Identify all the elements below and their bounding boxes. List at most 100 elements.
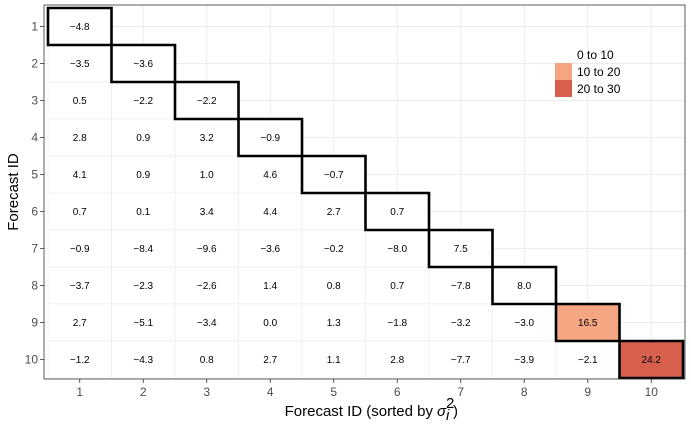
cell-label-r8-c2: −2.3 — [133, 281, 153, 292]
cell-label-r10-c7: −7.7 — [451, 355, 471, 366]
cell-label-r7-c2: −8.4 — [133, 244, 153, 255]
cell-label-r9-c9: 16.5 — [578, 318, 598, 329]
y-tick-label: 3 — [31, 94, 38, 108]
cell-label-r10-c9: −2.1 — [578, 355, 598, 366]
cell-label-r9-c5: 1.3 — [327, 318, 341, 329]
cell-label-r5-c4: 4.6 — [263, 170, 277, 181]
heatmap-cell-r10-c5 — [301, 340, 366, 379]
y-axis-title: Forecast ID — [5, 153, 22, 231]
cell-label-r10-c8: −3.9 — [514, 355, 534, 366]
y-tick-label: 4 — [31, 131, 38, 145]
heatmap-cell-r8-c6 — [365, 266, 430, 305]
y-tick-label: 2 — [31, 57, 38, 71]
cell-label-r9-c3: −3.4 — [197, 318, 217, 329]
cell-label-r3-c2: −2.2 — [133, 96, 153, 107]
heatmap-cell-r9-c4 — [238, 303, 303, 342]
heatmap-cell-r8-c4 — [238, 266, 303, 305]
cell-label-r10-c6: 2.8 — [390, 355, 404, 366]
cell-label-r10-c5: 1.1 — [327, 355, 341, 366]
heatmap-cell-r4-c2 — [111, 118, 176, 157]
cell-label-r6-c4: 4.4 — [263, 207, 277, 218]
cell-label-r7-c4: −3.6 — [260, 244, 280, 255]
diagonal-outline — [46, 6, 685, 380]
heatmap-cell-r5-c1 — [47, 155, 112, 194]
heatmap-cell-r6-c4 — [238, 192, 303, 231]
heatmap-cell-r6-c1 — [47, 192, 112, 231]
cell-label-r8-c6: 0.7 — [390, 281, 404, 292]
heatmap-cell-r5-c2 — [111, 155, 176, 194]
cell-label-r2-c2: −3.6 — [133, 59, 153, 70]
cell-label-r6-c3: 3.4 — [200, 207, 214, 218]
cell-label-r10-c1: −1.2 — [70, 355, 90, 366]
legend-label: 0 to 10 — [577, 48, 614, 62]
x-axis-title-subscript: i — [446, 407, 450, 424]
cell-label-r7-c7: 7.5 — [454, 244, 468, 255]
cell-label-r9-c6: −1.8 — [387, 318, 407, 329]
cell-label-r5-c3: 1.0 — [200, 170, 214, 181]
heatmap-cell-r10-c8 — [492, 340, 557, 379]
cell-label-r6-c1: 0.7 — [73, 207, 87, 218]
heatmap-cell-r9-c2 — [111, 303, 176, 342]
y-axis-ticks: 1 2 3 4 5 6 7 8 9 10 — [25, 20, 44, 367]
legend-key — [555, 46, 572, 63]
cell-label-r8-c1: −3.7 — [70, 281, 90, 292]
heatmap-cell-r8-c3 — [174, 266, 239, 305]
cell-label-r4-c2: 0.9 — [136, 133, 150, 144]
heatmap-cell-r10-c9 — [555, 340, 620, 379]
cell-label-r8-c8: 8.0 — [517, 281, 531, 292]
cell-label-r9-c2: −5.1 — [133, 318, 153, 329]
heatmap-cell-r3-c1 — [47, 81, 112, 120]
cell-label-r3-c3: −2.2 — [197, 96, 217, 107]
y-tick-label: 5 — [31, 168, 38, 182]
heatmap-cell-r10-c4 — [238, 340, 303, 379]
x-tick-label: 5 — [330, 385, 337, 399]
heatmap-cell-r4-c1 — [47, 118, 112, 157]
x-axis-title: Forecast ID (sorted by — [285, 403, 434, 420]
legend-label: 20 to 30 — [577, 82, 621, 96]
cell-label-r6-c6: 0.7 — [390, 207, 404, 218]
legend-label: 10 to 20 — [577, 65, 621, 79]
heatmap-cell-r7-c7 — [428, 229, 493, 268]
cell-label-r10-c2: −4.3 — [133, 355, 153, 366]
cell-label-r2-c1: −3.5 — [70, 59, 90, 70]
heatmap-cell-r2-c1 — [47, 44, 112, 83]
x-tick-label: 4 — [267, 385, 274, 399]
panel-border — [43, 4, 686, 380]
cell-label-r7-c6: −8.0 — [387, 244, 407, 255]
cell-label-r8-c3: −2.6 — [197, 281, 217, 292]
heatmap-cell-r10-c2 — [111, 340, 176, 379]
x-axis-ticks: 1 2 3 4 5 6 7 8 9 10 — [76, 379, 658, 399]
cell-label-r7-c3: −9.6 — [197, 244, 217, 255]
y-tick-label: 7 — [31, 242, 38, 256]
cell-label-r8-c4: 1.4 — [263, 281, 277, 292]
heatmap-cells: −4.8 −3.5 −3.6 0.5 −2.2 −2.2 2.8 0.9 3.2 −0.9 4.1 0… — [47, 7, 684, 379]
x-tick-label: 6 — [394, 385, 401, 399]
heatmap-cell-r6-c2 — [111, 192, 176, 231]
heatmap-cell-r9-c7 — [428, 303, 493, 342]
x-axis-title-symbol: σ — [437, 403, 447, 420]
cell-label-r8-c5: 0.8 — [327, 281, 341, 292]
heatmap-cell-r10-c10 — [619, 340, 684, 379]
y-tick-label: 6 — [31, 205, 38, 219]
y-tick-label: 1 — [31, 20, 38, 34]
cell-label-r5-c2: 0.9 — [136, 170, 150, 181]
heatmap-cell-r5-c3 — [174, 155, 239, 194]
x-tick-label: 8 — [521, 385, 528, 399]
cell-label-r4-c3: 3.2 — [200, 133, 214, 144]
x-axis-title-superscript: 2 — [446, 395, 454, 412]
cell-label-r6-c5: 2.7 — [327, 207, 341, 218]
cell-label-r4-c1: 2.8 — [73, 133, 87, 144]
cell-label-r10-c3: 0.8 — [200, 355, 214, 366]
diagonal-staircase — [46, 6, 685, 380]
y-tick-label: 9 — [31, 316, 38, 330]
legend-key — [555, 63, 572, 80]
x-tick-label: 10 — [645, 385, 659, 399]
cell-label-r9-c4: 0.0 — [263, 318, 277, 329]
x-tick-label: 9 — [584, 385, 591, 399]
heatmap-cell-r6-c3 — [174, 192, 239, 231]
cell-label-r3-c1: 0.5 — [73, 96, 87, 107]
x-tick-label: 3 — [203, 385, 210, 399]
cell-label-r10-c4: 2.7 — [263, 355, 277, 366]
cell-label-r6-c2: 0.1 — [136, 207, 150, 218]
